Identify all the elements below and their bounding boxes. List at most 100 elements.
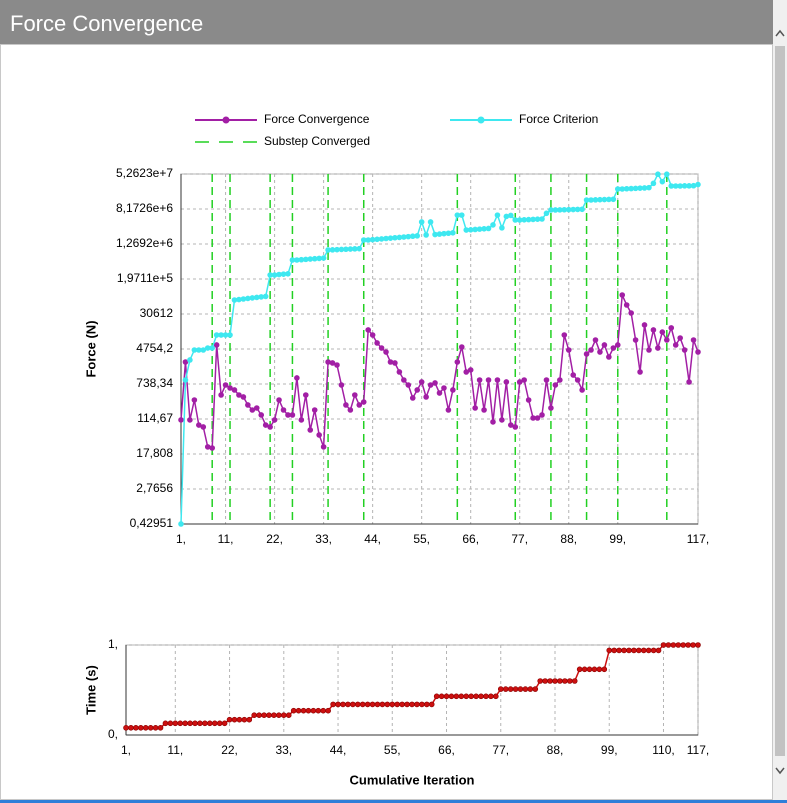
- data-point: [557, 678, 563, 684]
- data-point: [463, 369, 470, 375]
- x-tick-label: 33,: [275, 743, 292, 757]
- data-point: [295, 707, 302, 714]
- data-point: [659, 329, 666, 335]
- scrollbar-thumb[interactable]: [775, 46, 785, 756]
- data-point: [289, 412, 296, 418]
- data-point: [664, 171, 670, 178]
- data-point: [592, 337, 599, 343]
- data-point: [503, 213, 510, 220]
- x-tick-label: 55,: [413, 532, 430, 546]
- scroll-up-arrow[interactable]: [775, 29, 785, 37]
- data-point: [133, 724, 139, 731]
- data-point: [485, 377, 492, 383]
- data-point: [660, 642, 667, 648]
- data-point: [508, 212, 514, 219]
- legend-marker: [222, 116, 230, 124]
- data-point: [453, 693, 460, 700]
- data-point: [472, 405, 478, 411]
- data-point: [383, 349, 389, 355]
- data-point: [251, 712, 258, 719]
- scroll-down-arrow[interactable]: [775, 767, 785, 775]
- data-point: [637, 369, 643, 375]
- data-point: [586, 666, 593, 673]
- y-axis-title: Force (N): [83, 320, 98, 377]
- data-point: [632, 337, 639, 343]
- data-point: [200, 424, 207, 430]
- data-point: [335, 701, 341, 708]
- x-tick-label: 33,: [315, 532, 332, 546]
- data-point: [182, 359, 189, 365]
- data-point: [256, 712, 262, 719]
- x-tick-label: 44,: [330, 743, 347, 757]
- x-tick-label: 110,: [652, 743, 674, 757]
- data-point: [539, 216, 545, 222]
- data-point: [227, 332, 233, 338]
- data-point: [641, 322, 648, 328]
- data-point: [241, 716, 248, 723]
- x-tick-label: 1,: [121, 743, 131, 757]
- data-point: [418, 219, 425, 225]
- data-point: [387, 359, 394, 365]
- data-point: [298, 417, 305, 423]
- panel-title: Force Convergence: [10, 11, 203, 36]
- x-tick-label: 22,: [266, 532, 283, 546]
- data-point: [561, 332, 568, 338]
- data-point: [378, 345, 385, 351]
- data-point: [636, 647, 642, 654]
- data-point: [690, 337, 697, 343]
- data-point: [445, 407, 452, 413]
- data-point: [454, 359, 461, 365]
- data-point: [695, 349, 701, 355]
- data-point: [631, 647, 637, 654]
- data-point: [552, 678, 558, 684]
- data-point: [307, 427, 314, 433]
- data-point: [614, 342, 621, 348]
- data-point: [441, 385, 447, 391]
- data-point: [369, 701, 376, 708]
- data-point: [182, 720, 188, 727]
- data-point: [675, 642, 682, 648]
- data-point: [512, 424, 519, 430]
- y-tick-label: 114,67: [137, 411, 173, 425]
- data-point: [665, 642, 672, 648]
- data-point: [338, 382, 345, 388]
- data-point: [537, 678, 544, 684]
- title-bar: [0, 0, 773, 44]
- data-point: [231, 716, 238, 723]
- data-point: [450, 387, 456, 393]
- data-point: [494, 377, 501, 383]
- data-point: [280, 712, 287, 719]
- data-point: [521, 377, 527, 383]
- data-point: [685, 642, 691, 648]
- y-tick-label: 17,808: [136, 446, 173, 460]
- data-point: [345, 701, 351, 708]
- data-point: [670, 642, 677, 648]
- data-point: [677, 335, 683, 341]
- data-point: [438, 693, 445, 700]
- data-point: [458, 212, 465, 218]
- data-point: [571, 678, 578, 684]
- data-point: [191, 397, 198, 403]
- data-point: [152, 724, 159, 731]
- data-point: [267, 424, 273, 430]
- y-tick-label: 1,2692e+6: [116, 236, 173, 250]
- legend-label: Substep Converged: [264, 134, 370, 148]
- data-point: [352, 392, 358, 398]
- data-point: [423, 701, 430, 708]
- data-point: [619, 292, 626, 298]
- data-point: [680, 642, 687, 648]
- x-tick-label: 88,: [547, 743, 564, 757]
- y-tick-label: 30612: [140, 306, 174, 320]
- data-point: [246, 716, 253, 723]
- data-point: [611, 647, 617, 654]
- data-point: [207, 720, 213, 727]
- data-point: [236, 716, 243, 723]
- data-point: [192, 720, 198, 727]
- data-point: [364, 701, 371, 708]
- data-point: [350, 701, 356, 708]
- data-point: [360, 399, 367, 405]
- data-point: [401, 377, 407, 383]
- data-point: [404, 701, 410, 708]
- data-point: [686, 379, 692, 385]
